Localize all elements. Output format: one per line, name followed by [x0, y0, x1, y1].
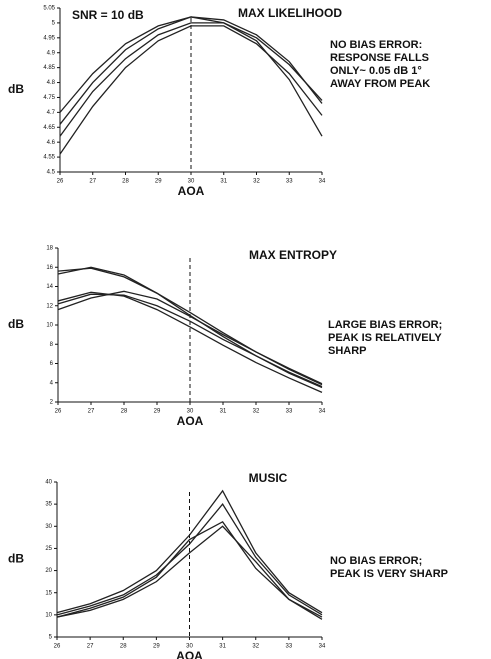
chart-title: MAX LIKELIHOOD	[238, 6, 342, 20]
x-tick-label: 31	[220, 179, 227, 185]
chart-title: MAX ENTROPY	[249, 248, 337, 262]
y-tick-label: 4.5	[47, 170, 56, 176]
y-tick-label: 8	[50, 342, 54, 348]
y-tick-label: 18	[46, 246, 53, 252]
x-tick-label: 26	[54, 644, 61, 650]
x-tick-label: 27	[88, 409, 95, 415]
x-tick-label: 28	[122, 179, 129, 185]
x-tick-label: 32	[253, 179, 260, 185]
x-tick-label: 33	[286, 644, 293, 650]
y-tick-label: 10	[45, 612, 52, 618]
x-tick-label: 33	[286, 409, 293, 415]
note-line: LARGE BIAS ERROR;	[328, 319, 442, 331]
y-tick-label: 4.9	[47, 50, 56, 56]
curve	[59, 22, 323, 137]
y-tick-label: 4.6	[47, 140, 56, 146]
y-tick-label: 30	[45, 524, 52, 530]
x-axis-label: AOA	[178, 184, 205, 198]
x-tick-label: 31	[219, 644, 226, 650]
curve	[57, 293, 323, 388]
curve	[57, 290, 323, 385]
x-tick-label: 26	[55, 409, 62, 415]
x-tick-label: 34	[319, 644, 326, 650]
y-tick-label: 4.7	[47, 110, 56, 116]
chart-title: MUSIC	[249, 471, 288, 485]
y-tick-label: 4.75	[43, 95, 55, 101]
curve	[57, 291, 323, 393]
x-tick-label: 29	[154, 409, 161, 415]
y-tick-label: 4.95	[43, 35, 55, 41]
y-tick-label: 4.55	[43, 155, 55, 161]
y-axis-label: dB	[8, 317, 24, 331]
x-tick-label: 32	[252, 644, 259, 650]
x-tick-label: 26	[57, 179, 64, 185]
y-tick-label: 40	[45, 480, 52, 486]
x-axis-label: AOA	[177, 414, 204, 428]
x-tick-label: 30	[188, 179, 195, 185]
y-tick-label: 14	[46, 284, 53, 290]
y-tick-label: 5.05	[43, 6, 55, 12]
x-tick-label: 28	[121, 409, 128, 415]
y-tick-label: 2	[50, 400, 54, 406]
x-tick-label: 32	[253, 409, 260, 415]
y-tick-label: 10	[46, 323, 53, 329]
note-line: ONLY~ 0.05 dB 1°	[330, 65, 422, 77]
y-tick-label: 4.85	[43, 65, 55, 71]
y-tick-label: 6	[50, 361, 54, 367]
y-tick-label: 4.65	[43, 125, 55, 131]
y-tick-label: 12	[46, 303, 53, 309]
curve	[56, 525, 323, 620]
y-tick-label: 5	[49, 635, 53, 641]
y-tick-label: 16	[46, 265, 53, 271]
curve	[56, 503, 323, 616]
curve	[56, 521, 323, 618]
y-tick-label: 4	[50, 380, 54, 386]
note-line: SHARP	[328, 345, 367, 357]
curve	[59, 25, 323, 155]
y-axis-label: dB	[8, 552, 24, 566]
note-line: PEAK IS VERY SHARP	[330, 568, 448, 580]
note-line: PEAK IS RELATIVELY	[328, 332, 442, 344]
x-tick-label: 30	[187, 409, 194, 415]
y-axis-label: dB	[8, 82, 24, 96]
x-tick-label: 29	[153, 644, 160, 650]
y-tick-label: 20	[45, 568, 52, 574]
x-tick-label: 29	[155, 179, 162, 185]
x-tick-label: 27	[89, 179, 96, 185]
annotation: SNR = 10 dB	[72, 8, 144, 22]
x-tick-label: 31	[220, 409, 227, 415]
note-line: NO BIAS ERROR:	[330, 39, 422, 51]
y-tick-label: 5	[52, 20, 56, 26]
x-tick-label: 34	[319, 409, 326, 415]
x-tick-label: 27	[87, 644, 94, 650]
x-tick-label: 28	[120, 644, 127, 650]
curve	[59, 16, 323, 137]
x-tick-label: 33	[286, 179, 293, 185]
note-line: RESPONSE FALLS	[330, 52, 429, 64]
y-tick-label: 25	[45, 546, 52, 552]
x-tick-label: 34	[319, 179, 326, 185]
note-line: AWAY FROM PEAK	[330, 78, 430, 90]
curve	[56, 489, 323, 614]
y-tick-label: 4.8	[47, 80, 56, 86]
y-tick-label: 15	[45, 590, 52, 596]
y-tick-label: 35	[45, 502, 52, 508]
x-axis-label: AOA	[176, 649, 203, 659]
x-tick-label: 30	[186, 644, 193, 650]
note-line: NO BIAS ERROR;	[330, 555, 422, 567]
